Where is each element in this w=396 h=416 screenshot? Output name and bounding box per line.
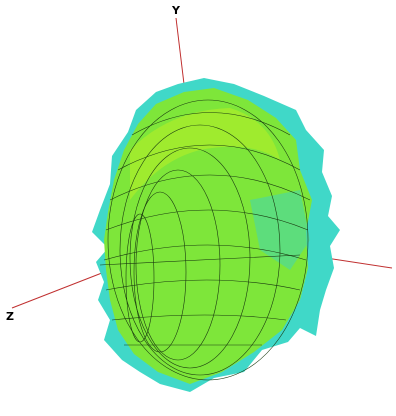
y-axis-label: Y (171, 4, 181, 17)
surface-mesh (99, 99, 311, 381)
z-axis-label: Z (6, 310, 14, 323)
surface-highlight (130, 108, 280, 200)
